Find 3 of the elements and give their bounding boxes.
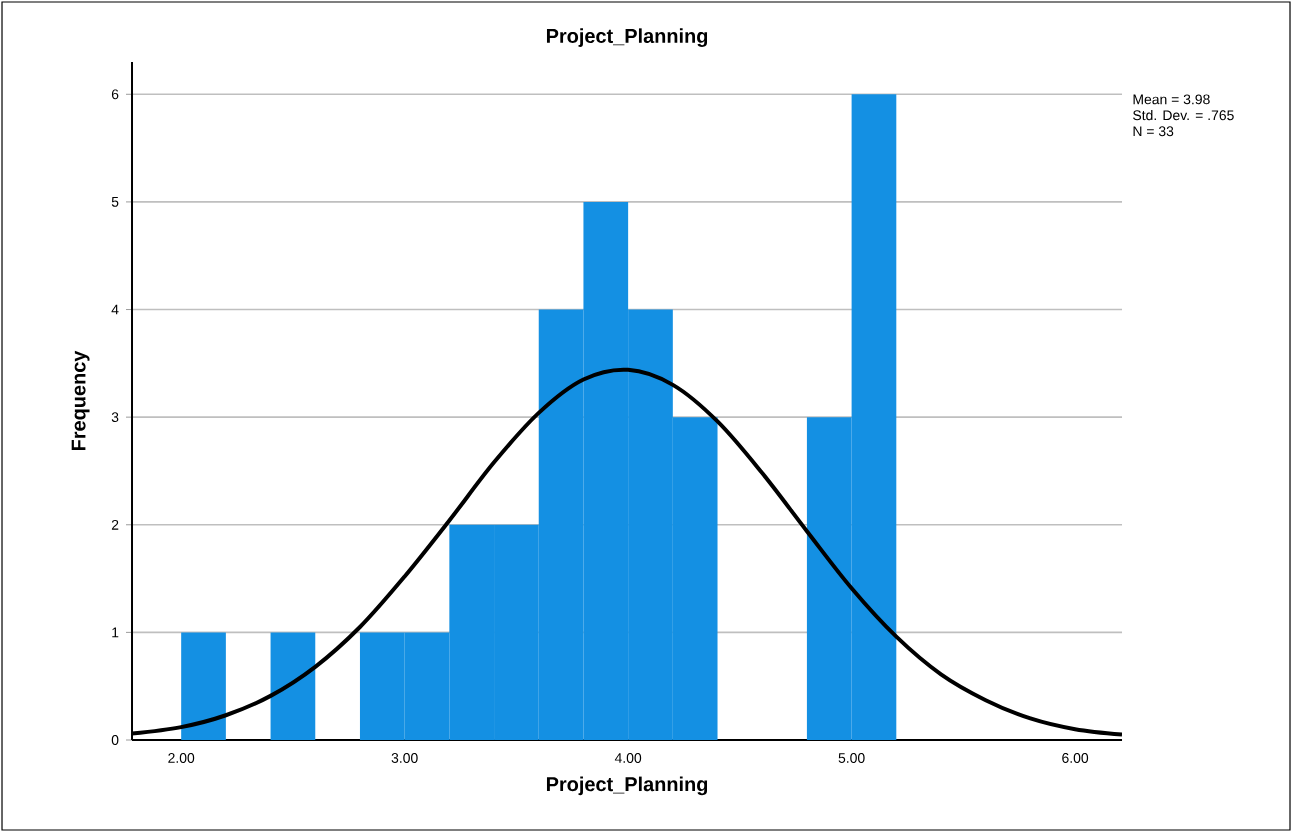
x-axis-title: Project_Planning <box>546 776 708 796</box>
y-axis-title: Frequency <box>71 350 90 451</box>
chart-title: Project_Planning <box>546 28 708 48</box>
